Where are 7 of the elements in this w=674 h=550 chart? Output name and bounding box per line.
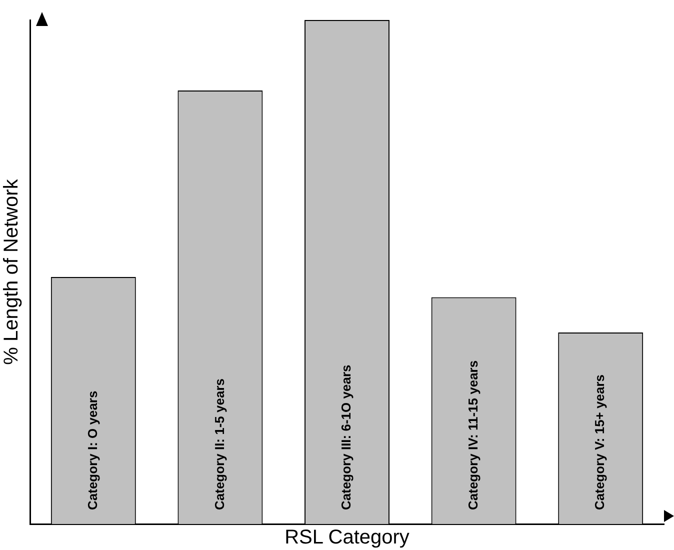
x-tick-label: Category II: 1-5 years (212, 378, 227, 510)
x-tick-label: Category I: O years (84, 390, 100, 510)
y-axis-title: % Length of Network (0, 178, 23, 365)
x-tick-label: Category IV: 11-15 years (465, 360, 480, 510)
x-tick-label: Category V: 15+ years (592, 374, 608, 510)
x-tick-label: Category III: 6-1O years (338, 364, 354, 510)
x-axis-title: RSL Category (284, 526, 410, 549)
